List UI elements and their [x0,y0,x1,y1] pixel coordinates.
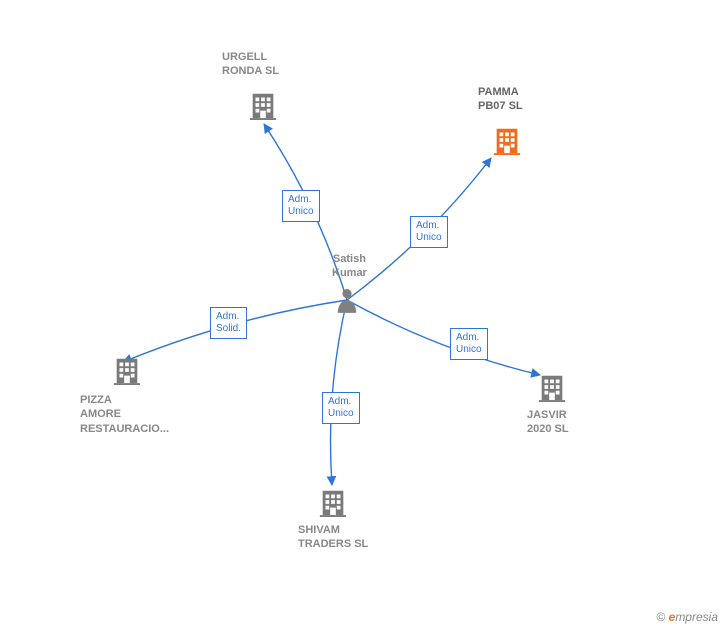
center-person-node: Satish Kumar [336,287,358,318]
edge-jasvir [347,300,540,375]
company-node-jasvir[interactable] [537,372,567,407]
diagram-canvas: Satish Kumar URGELL RONDA SL PAMMA PB07 … [0,0,728,630]
copyright: © empresia [656,610,718,624]
company-label-shivam: SHIVAM TRADERS SL [298,523,368,552]
company-node-urgell[interactable] [248,90,278,125]
edge-label-shivam: Adm. Unico [322,392,360,424]
company-node-shivam[interactable] [318,487,348,522]
center-label: Satish Kumar [332,252,367,281]
company-label-pizza: PIZZA AMORE RESTAURACIO... [80,393,169,436]
building-icon [492,125,522,155]
copyright-symbol: © [656,610,665,624]
company-label-urgell: URGELL RONDA SL [222,50,279,79]
company-label-jasvir: JASVIR 2020 SL [527,408,569,437]
edge-label-pizza: Adm. Solid. [210,307,247,339]
brand: empresia [669,610,718,624]
person-icon [336,287,358,313]
company-node-pizza[interactable] [112,355,142,390]
building-icon [318,487,348,517]
building-icon [537,372,567,402]
company-node-pamma[interactable] [492,125,522,160]
edge-label-pamma: Adm. Unico [410,216,448,248]
building-icon [112,355,142,385]
company-label-pamma: PAMMA PB07 SL [478,85,523,114]
edge-label-urgell: Adm. Unico [282,190,320,222]
building-icon [248,90,278,120]
edge-label-jasvir: Adm. Unico [450,328,488,360]
